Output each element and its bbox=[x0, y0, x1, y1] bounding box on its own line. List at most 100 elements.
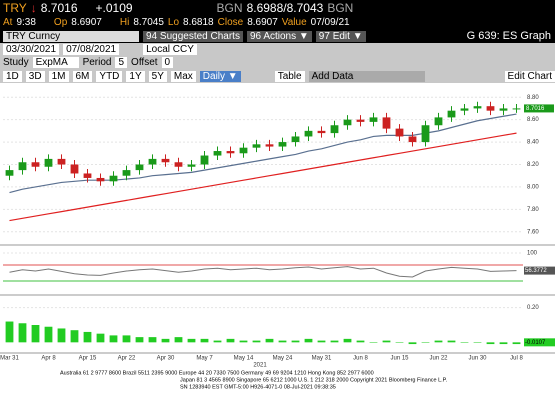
num: 96 bbox=[249, 30, 262, 42]
candle-body bbox=[135, 164, 144, 171]
osc-last-box bbox=[524, 266, 555, 275]
candle-body bbox=[18, 162, 27, 171]
offset[interactable]: 0 bbox=[161, 57, 174, 68]
hist-bar bbox=[122, 335, 131, 343]
label: Offset bbox=[131, 57, 158, 68]
range-button[interactable]: Max bbox=[170, 70, 196, 82]
ema-line bbox=[9, 132, 517, 222]
frequency[interactable]: Daily ▼ bbox=[199, 70, 241, 82]
candle-body bbox=[460, 108, 469, 111]
candle-body bbox=[252, 144, 261, 148]
hist-bar bbox=[330, 340, 339, 343]
range-button[interactable]: 1Y bbox=[126, 70, 145, 82]
start-date[interactable]: 03/30/2021 bbox=[3, 44, 60, 55]
candle-body bbox=[265, 144, 274, 147]
ask-source: BGN bbox=[327, 1, 354, 15]
hist-bar bbox=[226, 338, 235, 343]
candle-body bbox=[382, 117, 391, 129]
add-data[interactable]: Add Data bbox=[308, 70, 425, 82]
chart: 7.60 7.80 8.00 8.20 8.40 8.60 8.80 8.7016 100 56.… bbox=[0, 83, 555, 401]
candle-body bbox=[291, 136, 300, 143]
x-tick-label: May 14 bbox=[234, 356, 254, 362]
end-date[interactable]: 07/08/2021 bbox=[63, 44, 120, 55]
y-tick-label: 7.80 bbox=[527, 207, 539, 213]
range-button[interactable]: 6M bbox=[72, 70, 93, 82]
osc-last-label: 56.3772 bbox=[525, 268, 547, 274]
year-label: 2021 bbox=[253, 363, 267, 369]
text: Edit ▼ bbox=[332, 30, 363, 42]
edit-button[interactable]: 97 Edit ▼ bbox=[315, 30, 366, 42]
y-tick-label: 8.40 bbox=[527, 140, 539, 146]
candle-body bbox=[57, 158, 66, 165]
change: +.0109 bbox=[95, 1, 133, 15]
candle-body bbox=[148, 158, 157, 165]
candle-body bbox=[239, 147, 248, 154]
x-tick-label: May 24 bbox=[273, 356, 293, 362]
x-tick-label: May 7 bbox=[196, 356, 213, 362]
candle-body bbox=[44, 158, 53, 167]
hist-bar bbox=[291, 340, 300, 343]
hist-bar bbox=[343, 338, 352, 343]
actions-button[interactable]: 96 Actions ▼ bbox=[246, 30, 312, 42]
hist-bar bbox=[382, 340, 391, 343]
period[interactable]: 5 bbox=[115, 57, 128, 68]
hist-bar bbox=[187, 338, 196, 343]
hist-bar bbox=[499, 342, 508, 345]
candle-body bbox=[395, 128, 404, 137]
candle-body bbox=[317, 130, 326, 134]
toolbar-row: TRY Curncy 94 Suggested Charts 96 Action… bbox=[0, 29, 555, 43]
date-row: 03/30/2021 07/08/2021 Local CCY bbox=[0, 43, 555, 56]
y-tick-label: 8.00 bbox=[527, 185, 539, 191]
label: Close bbox=[217, 17, 244, 28]
candle-body bbox=[473, 106, 482, 109]
price: 8.7016 bbox=[40, 1, 78, 15]
candle-body bbox=[343, 119, 352, 126]
bid-source: BGN bbox=[216, 1, 243, 15]
bid-ask: 8.6988/8.7043 bbox=[246, 1, 324, 15]
value: 8.6907 bbox=[71, 17, 102, 28]
range-button[interactable]: 3D bbox=[25, 70, 45, 82]
candle-body bbox=[434, 117, 443, 126]
num: 94 bbox=[146, 30, 158, 42]
candle-body bbox=[187, 164, 196, 167]
last-price-box bbox=[524, 104, 554, 113]
candle-body bbox=[499, 108, 508, 111]
range-button[interactable]: YTD bbox=[96, 70, 123, 82]
hist-bar bbox=[304, 338, 313, 343]
y-tick-label: 7.60 bbox=[527, 229, 539, 235]
suggested-button[interactable]: 94 Suggested Charts bbox=[143, 30, 243, 42]
hist-bar bbox=[356, 340, 365, 343]
hist-bar bbox=[408, 342, 417, 345]
study[interactable]: ExpMA bbox=[32, 57, 79, 68]
range-button[interactable]: 1D bbox=[3, 70, 22, 82]
x-tick-label: Jun 15 bbox=[390, 356, 409, 362]
range-button[interactable]: 1M bbox=[48, 70, 69, 82]
footer-line: Australia 61 2 9777 8600 Brazil 5511 239… bbox=[60, 370, 374, 376]
value: 8.7045 bbox=[133, 17, 164, 28]
value: 9:38 bbox=[16, 17, 36, 28]
label: Study bbox=[3, 57, 29, 68]
table-button[interactable]: Table bbox=[274, 70, 305, 82]
x-tick-label: Apr 22 bbox=[118, 356, 136, 362]
range-button[interactable]: 5Y bbox=[148, 70, 167, 82]
candle-body bbox=[330, 125, 339, 134]
candle-body bbox=[421, 125, 430, 143]
value: 8.6907 bbox=[247, 17, 278, 28]
hist-bar bbox=[460, 342, 469, 343]
ticker: TRY bbox=[3, 1, 27, 15]
candle-body bbox=[83, 173, 92, 178]
currency[interactable]: Local CCY bbox=[143, 44, 197, 55]
x-tick-label: Mar 31 bbox=[0, 356, 19, 362]
text: Suggested Charts bbox=[159, 30, 240, 42]
candle-body bbox=[31, 162, 40, 167]
footer-line: SN 1283940 EST GMT-5:00 H926-4071-0 08-J… bbox=[180, 384, 336, 390]
hist-bar bbox=[473, 342, 482, 343]
last-price-label: 8.7016 bbox=[526, 106, 545, 112]
security-input[interactable]: TRY Curncy bbox=[3, 30, 139, 42]
candle-body bbox=[512, 108, 521, 110]
candle-body bbox=[161, 158, 170, 163]
hist-bar bbox=[148, 337, 157, 343]
ema-line bbox=[9, 113, 517, 194]
edit-chart[interactable]: Edit Chart bbox=[504, 70, 555, 82]
